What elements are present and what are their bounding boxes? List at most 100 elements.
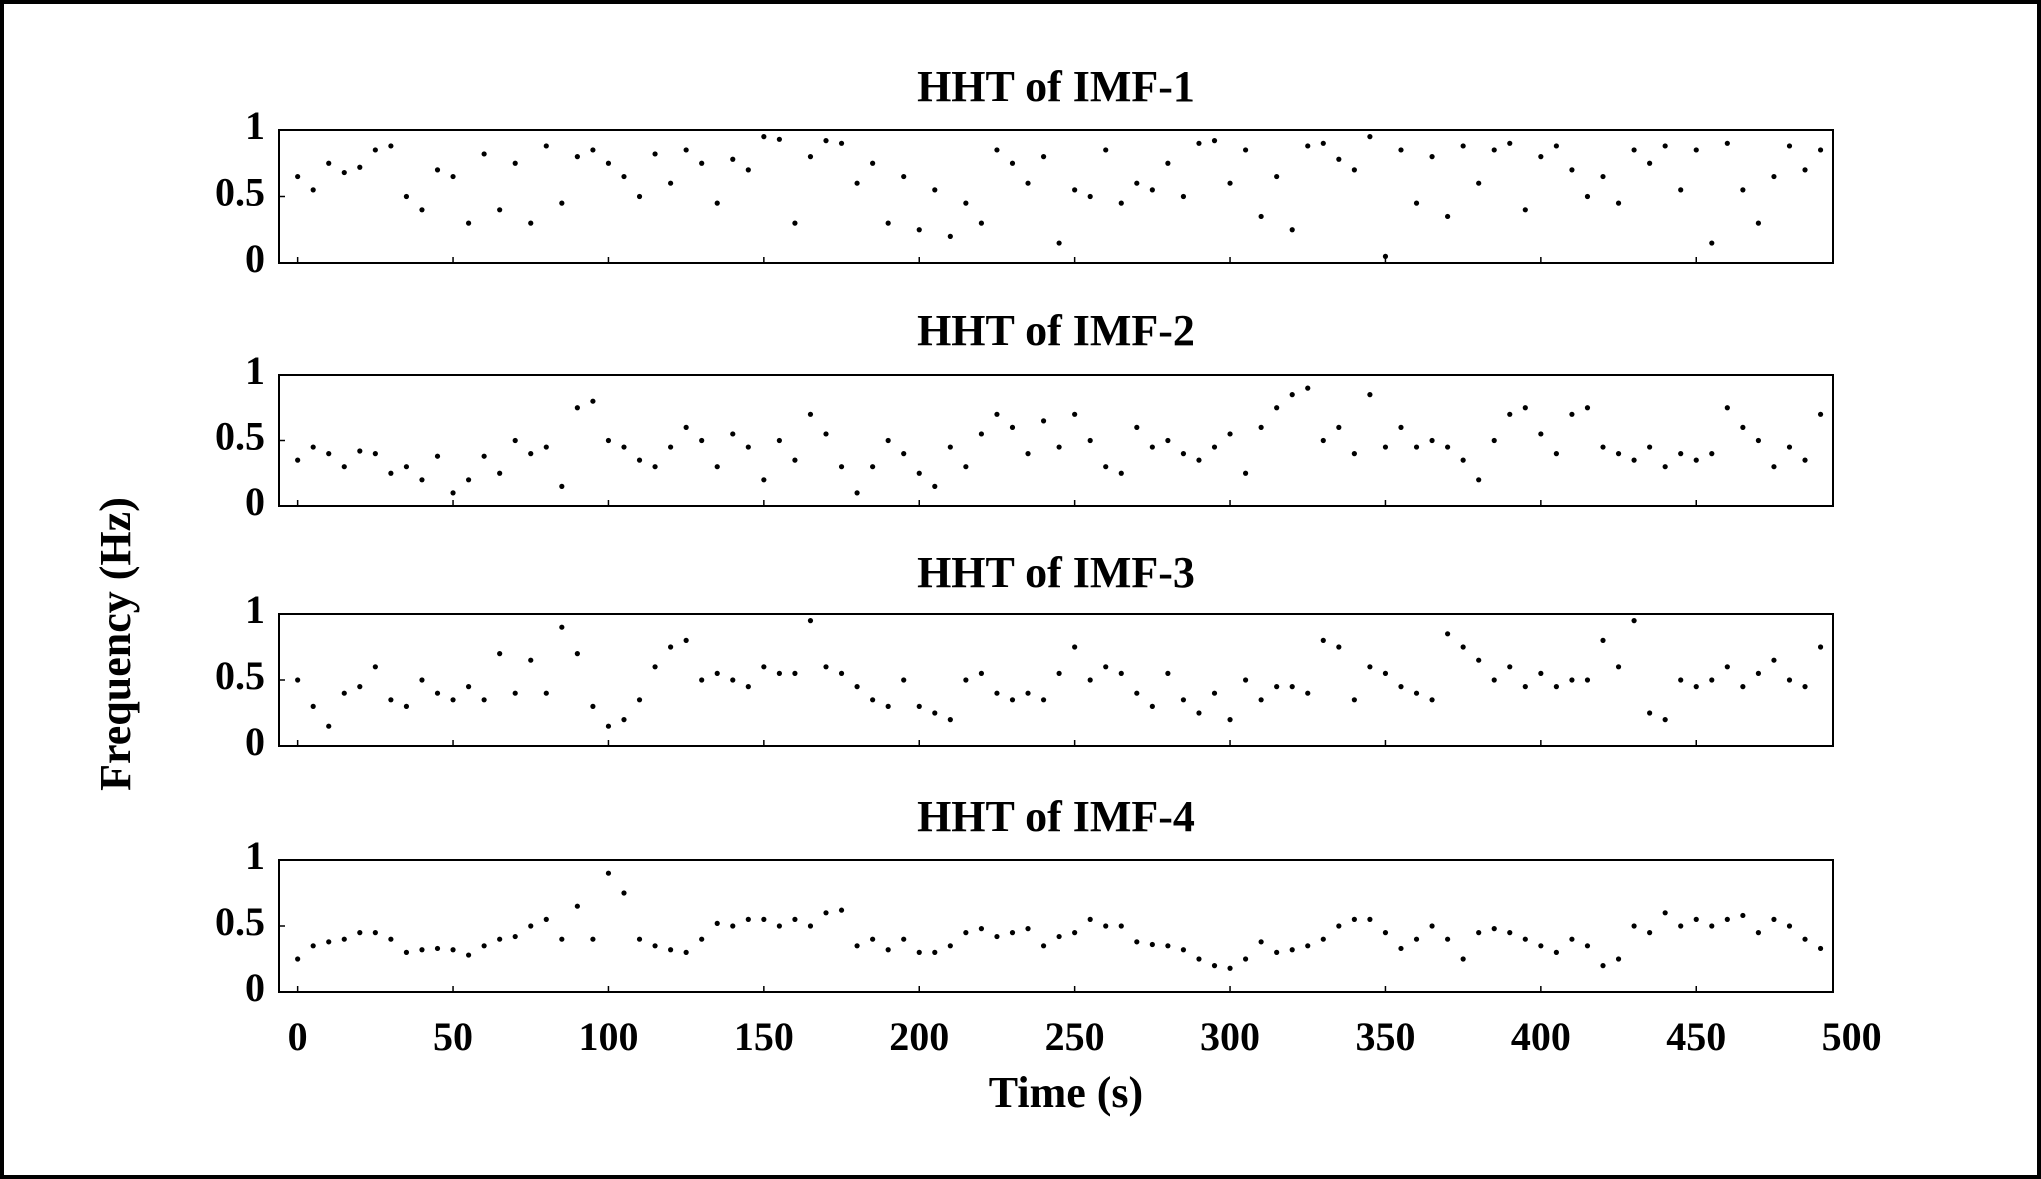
data-point [1538,943,1544,949]
y-tick-label: 0.5 [215,170,265,215]
data-point [807,411,814,417]
data-point [1382,930,1389,936]
data-point [1087,437,1093,444]
data-point [885,220,891,226]
data-point [932,483,938,489]
data-point [916,227,922,233]
data-point [574,651,580,657]
data-point [326,723,332,729]
data-point [1507,664,1513,670]
data-point [1647,710,1653,716]
data-point [932,710,938,716]
data-point [636,936,643,942]
data-point [963,464,969,470]
data-point [1615,664,1622,670]
data-point [1336,923,1342,929]
data-point [1149,444,1155,450]
data-point [901,936,907,942]
data-point [1320,140,1326,146]
data-point [1476,180,1482,186]
data-point [419,207,425,213]
data-point [341,464,347,470]
data-point [326,451,332,457]
data-point [1242,956,1249,962]
data-point [481,697,487,703]
data-point [621,717,627,723]
data-point [1724,405,1730,411]
data-point [1584,405,1591,411]
data-point [434,167,441,173]
data-point [1771,464,1777,470]
data-point [714,920,720,926]
data-point [838,670,845,677]
data-point [465,952,472,958]
data-point [870,160,876,166]
data-point [1693,147,1699,153]
data-point [714,464,720,470]
data-point [1289,947,1295,953]
data-point [1693,684,1699,690]
data-point [1040,154,1047,160]
data-point [807,618,814,624]
data-point [823,910,829,916]
data-point [559,483,565,489]
x-tick-label: 350 [1355,1014,1415,1059]
data-point [1693,457,1699,463]
data-point [1289,227,1295,233]
data-point [1118,200,1124,206]
data-point [807,154,814,160]
data-point [807,923,814,929]
data-point [481,151,487,157]
data-point [1056,240,1062,246]
data-point [1134,939,1140,945]
data-point [1507,411,1513,417]
data-point [590,703,596,710]
data-point [1025,451,1031,457]
data-point [1569,677,1575,683]
data-point [714,200,720,206]
data-point [1662,464,1668,470]
data-point [1118,923,1124,929]
data-point [1227,180,1233,186]
data-point [1320,437,1326,444]
data-point [1103,147,1109,153]
data-point [1615,200,1622,206]
data-point [1460,143,1466,149]
x-tick-label: 500 [1822,1014,1882,1059]
data-point [295,677,301,683]
data-point [434,690,441,696]
data-point [295,956,301,962]
data-point [1631,618,1637,624]
data-point [1724,664,1730,670]
x-tick-label: 100 [578,1014,638,1059]
data-point [730,677,736,683]
data-point [1305,690,1311,696]
data-point [372,451,378,457]
data-point [838,907,845,913]
data-point [1755,930,1762,936]
data-point [1522,936,1528,942]
data-point [994,690,1000,696]
data-point [1740,187,1746,193]
data-point [730,923,736,929]
data-point [388,143,394,149]
panel-title: HHT of IMF-1 [917,62,1195,111]
data-point [1072,187,1078,193]
data-point [1211,963,1218,969]
data-point [745,444,751,450]
data-point [1180,451,1187,457]
data-point [1445,936,1451,942]
data-point [1709,677,1715,683]
data-point [1755,437,1762,444]
data-point [326,160,332,166]
data-point [434,945,441,952]
data-point [1553,684,1559,690]
data-point [699,437,705,444]
data-point [465,477,472,483]
data-point [372,147,378,153]
data-point [1180,947,1187,953]
data-point [776,437,782,444]
data-point [1274,405,1280,411]
data-point [1786,143,1793,149]
data-point [963,200,969,206]
